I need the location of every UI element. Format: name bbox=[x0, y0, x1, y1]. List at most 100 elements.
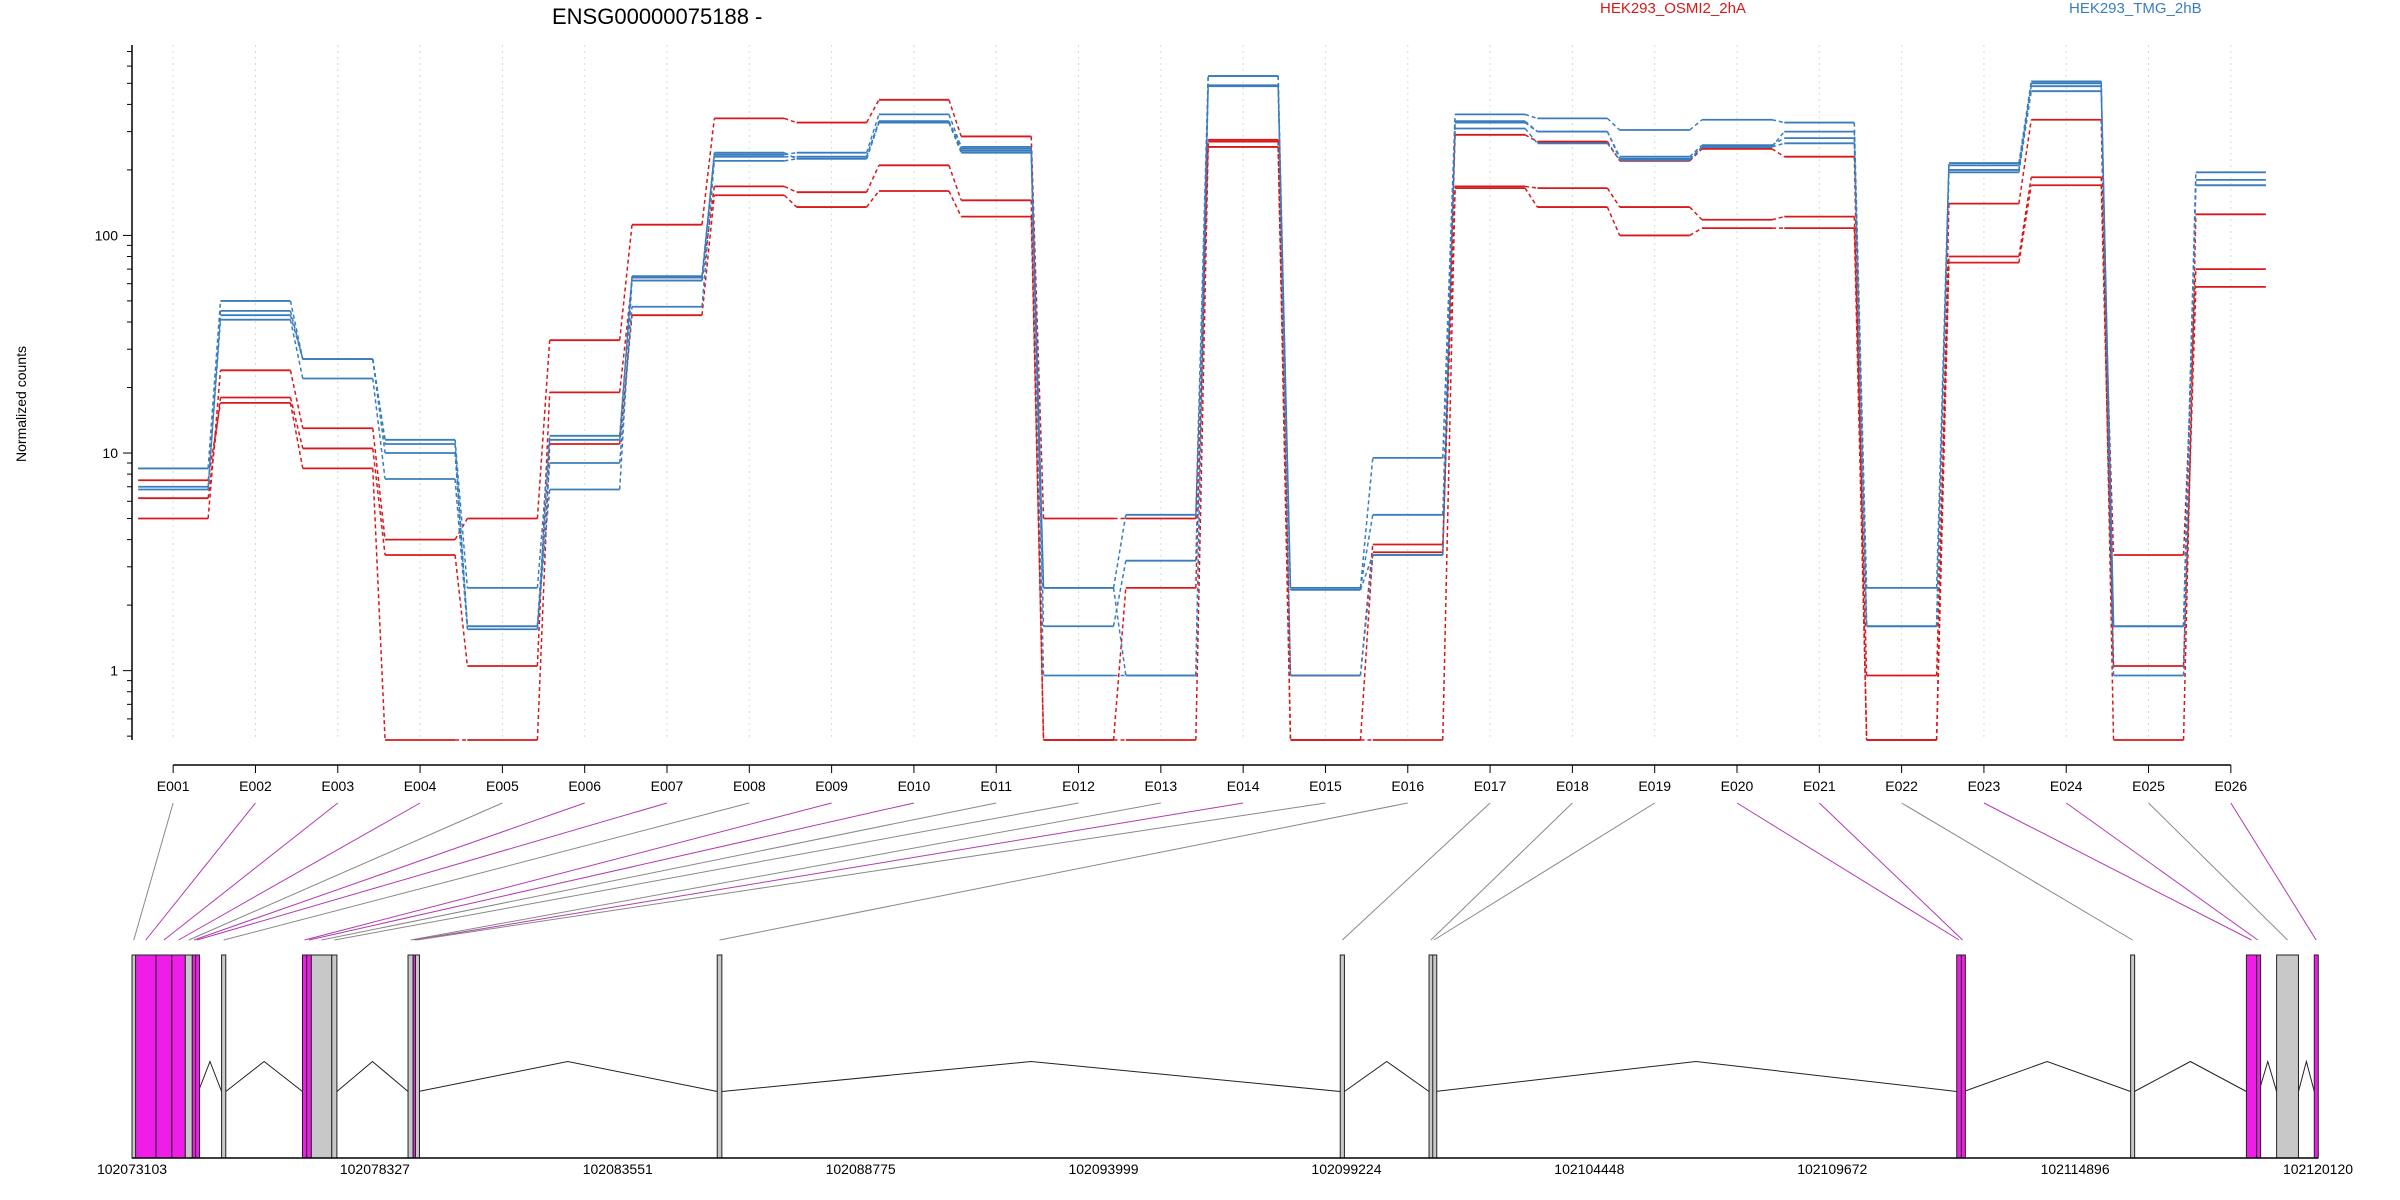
connector bbox=[289, 370, 304, 429]
link-E004 bbox=[178, 802, 421, 941]
connector bbox=[701, 195, 716, 316]
x-tick-label-E020: E020 bbox=[1721, 778, 1754, 794]
link-E015 bbox=[416, 802, 1326, 941]
intron bbox=[336, 1060, 409, 1092]
legend-entry-osmi2: HEK293_OSMI2_2hA bbox=[1600, 0, 1746, 17]
intron bbox=[1344, 1060, 1430, 1092]
connector bbox=[1606, 131, 1621, 160]
connector bbox=[1195, 76, 1209, 676]
connector bbox=[289, 310, 304, 360]
connector bbox=[1442, 188, 1456, 741]
x-tick-label-E004: E004 bbox=[404, 778, 437, 794]
connector bbox=[536, 489, 551, 627]
connector bbox=[783, 194, 798, 208]
intron bbox=[2297, 1059, 2315, 1092]
connector bbox=[289, 402, 304, 469]
link-E016 bbox=[719, 802, 1408, 941]
link-E001 bbox=[133, 802, 174, 941]
x-tick-label-E019: E019 bbox=[1638, 778, 1671, 794]
connector bbox=[701, 160, 716, 307]
x-tick-label-E005: E005 bbox=[486, 778, 519, 794]
link-E007 bbox=[196, 802, 668, 941]
link-E023 bbox=[1983, 802, 2252, 941]
connector bbox=[1771, 142, 1785, 148]
link-E019 bbox=[1433, 802, 1655, 941]
connector bbox=[1771, 148, 1785, 158]
exon-box-E013 bbox=[407, 954, 414, 1159]
x-tick-label-E013: E013 bbox=[1144, 778, 1177, 794]
y-tick-label: 1 bbox=[110, 663, 118, 679]
connector bbox=[2182, 185, 2197, 676]
link-E010 bbox=[308, 802, 915, 941]
connector bbox=[2100, 83, 2115, 676]
connector bbox=[1524, 134, 1538, 143]
connector bbox=[372, 378, 386, 480]
link-E014 bbox=[414, 802, 1244, 941]
coordinate-tick-label: 102088775 bbox=[826, 1161, 896, 1177]
connector bbox=[1853, 228, 1868, 741]
connector bbox=[289, 314, 304, 360]
connector bbox=[1689, 144, 1703, 158]
exon-box-E011 bbox=[310, 954, 333, 1159]
link-E026 bbox=[2230, 802, 2317, 941]
x-tick-label-E011: E011 bbox=[980, 778, 1012, 794]
link-E005 bbox=[188, 802, 503, 941]
connector bbox=[1606, 142, 1621, 161]
intron bbox=[1435, 1060, 1957, 1092]
connector bbox=[1935, 163, 1950, 588]
link-E021 bbox=[1818, 802, 1963, 941]
connector bbox=[1606, 141, 1621, 162]
coordinate-tick-label: 102104448 bbox=[1554, 1161, 1624, 1177]
connector bbox=[865, 122, 880, 160]
exon-box-E023 bbox=[2245, 954, 2258, 1159]
connector bbox=[1606, 206, 1621, 236]
intron bbox=[197, 1060, 223, 1092]
connector bbox=[701, 152, 716, 281]
connector bbox=[1442, 121, 1456, 556]
connector bbox=[1524, 187, 1539, 208]
connector bbox=[2018, 185, 2032, 263]
y-tick-label: 100 bbox=[95, 227, 119, 243]
connector bbox=[289, 319, 304, 379]
exon-box-E004 bbox=[171, 954, 186, 1159]
exon-box-E017 bbox=[1339, 954, 1345, 1159]
x-tick-label-E022: E022 bbox=[1885, 778, 1918, 794]
connector bbox=[618, 224, 633, 341]
connector bbox=[784, 117, 797, 124]
connector bbox=[372, 448, 386, 556]
y-tick-label: 10 bbox=[102, 445, 118, 461]
connector bbox=[1689, 227, 1703, 237]
connector bbox=[536, 392, 551, 667]
series-lines bbox=[138, 75, 2266, 741]
intron bbox=[418, 1060, 718, 1092]
x-tick-label-E025: E025 bbox=[2132, 778, 2165, 794]
link-E020 bbox=[1736, 802, 1960, 941]
connector bbox=[1935, 169, 1950, 627]
connector bbox=[1195, 86, 1209, 561]
connector bbox=[454, 443, 469, 627]
connector bbox=[1771, 119, 1785, 124]
exon-box-E005 bbox=[184, 954, 193, 1159]
gene-model bbox=[131, 954, 2319, 1159]
connector bbox=[1524, 113, 1538, 120]
connector bbox=[1277, 76, 1292, 676]
connector bbox=[618, 276, 633, 440]
connector bbox=[1524, 120, 1538, 133]
x-axis: E001 E002 E003 E004 E005 E006 E007 E008 E009 E010… bbox=[157, 764, 2247, 794]
connector bbox=[1277, 139, 1292, 741]
coordinate-tick-label: 102109672 bbox=[1797, 1161, 1867, 1177]
intron bbox=[2134, 1060, 2247, 1092]
connector bbox=[2182, 214, 2197, 741]
exon-box-E003 bbox=[155, 954, 173, 1159]
exon-box-E020 bbox=[1956, 954, 1962, 1159]
exon-box-E021 bbox=[1960, 954, 1966, 1159]
connector bbox=[289, 397, 304, 449]
connector bbox=[2100, 86, 2115, 627]
connector bbox=[1359, 554, 1374, 591]
connector bbox=[1442, 122, 1456, 515]
y-axis: 1 10 100 bbox=[95, 45, 133, 740]
exon-box-E025 bbox=[2276, 954, 2299, 1159]
link-E002 bbox=[145, 802, 256, 941]
x-tick-label-E023: E023 bbox=[1968, 778, 2001, 794]
connector bbox=[1771, 131, 1785, 148]
